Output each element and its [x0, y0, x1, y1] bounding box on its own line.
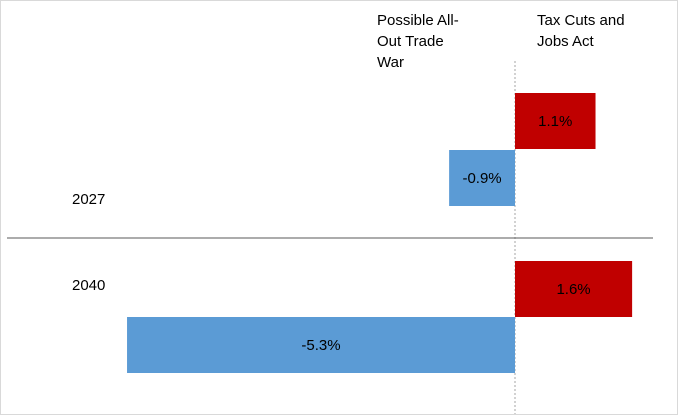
- series-header-0-line-2: War: [377, 54, 404, 71]
- data-label-2027-series-1: 1.1%: [538, 113, 572, 130]
- data-label-2027-series-0: -0.9%: [462, 170, 501, 187]
- series-header-1-line-0: Tax Cuts and: [537, 12, 625, 29]
- data-label-2040-series-0: -5.3%: [301, 337, 340, 354]
- series-header-0-line-0: Possible All-: [377, 12, 459, 29]
- bar-2027-series-1: [515, 93, 596, 149]
- category-label-2040: 2040: [72, 277, 105, 294]
- series-header-1-line-1: Jobs Act: [537, 33, 595, 50]
- data-label-2040-series-1: 1.6%: [556, 281, 590, 298]
- series-header-0-line-1: Out Trade: [377, 33, 444, 50]
- bar-2040-series-1: [515, 261, 633, 317]
- bar-2040-series-0: [127, 317, 515, 373]
- category-label-2027: 2027: [72, 191, 105, 208]
- bar-2027-series-0: [449, 150, 515, 206]
